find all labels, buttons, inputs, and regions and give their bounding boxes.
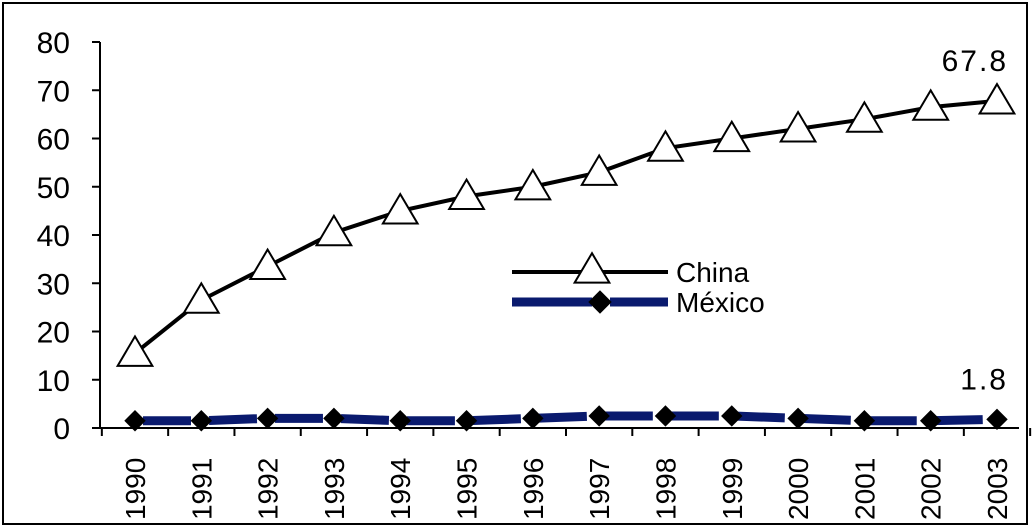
data-point-china: [248, 247, 287, 280]
y-tick-label: 20: [37, 317, 70, 350]
series-layer: [115, 82, 1017, 432]
x-tick-label: 1990: [120, 458, 151, 520]
data-point-china: [115, 334, 155, 367]
x-tick-label: 1991: [186, 458, 217, 520]
data-point-china: [314, 213, 354, 247]
x-tick-label: 2003: [982, 458, 1013, 520]
x-tick-label: 1994: [385, 458, 416, 520]
data-point-china: [911, 88, 950, 121]
x-tick-label: 2001: [849, 458, 880, 520]
data-point-china: [977, 82, 1017, 115]
x-tick-label: 2002: [916, 458, 947, 520]
data-point-china: [845, 100, 884, 133]
data-point-m-xico: [522, 407, 544, 430]
series-line-m-xico: [135, 411, 998, 426]
data-point-m-xico: [256, 407, 279, 430]
data-point-m-xico: [853, 410, 876, 432]
y-tick-label: 60: [37, 124, 70, 157]
y-tick-label: 30: [37, 268, 70, 301]
x-tick-label: 1997: [584, 458, 615, 520]
x-tick-label: 1993: [319, 458, 350, 520]
data-point-china: [712, 119, 751, 153]
data-point-china: [778, 110, 818, 143]
series-m-xico: [124, 405, 1008, 432]
data-point-china: [182, 281, 221, 314]
data-point-m-xico: [721, 405, 743, 427]
legend-marker: [588, 290, 612, 314]
x-tick-label: 1992: [253, 458, 284, 520]
legend-item-china: China: [512, 251, 750, 288]
legend-label: China: [676, 257, 750, 288]
y-tick-label: 10: [37, 365, 70, 398]
data-point-m-xico: [919, 410, 942, 432]
annotations: 67.8 1.8: [942, 45, 1008, 396]
y-tick-label: 70: [37, 75, 70, 108]
x-tick-label: 1998: [650, 458, 681, 520]
data-point-m-xico: [190, 410, 213, 432]
series-line-china: [133, 98, 998, 355]
y-tick-label: 50: [37, 172, 70, 205]
x-tick-label: 1995: [452, 458, 483, 520]
data-point-china: [646, 129, 685, 162]
data-point-m-xico: [787, 407, 809, 430]
data-point-china: [580, 153, 619, 186]
data-label-m-xico: 1.8: [960, 363, 1008, 396]
data-point-m-xico: [455, 410, 478, 432]
legend-marker: [572, 251, 612, 284]
data-point-m-xico: [124, 410, 146, 432]
x-tick-label: 1996: [518, 458, 549, 520]
series-china: [115, 82, 1017, 367]
y-tick-label: 40: [37, 220, 70, 253]
data-point-m-xico: [654, 405, 677, 427]
data-point-m-xico: [323, 407, 345, 430]
y-tick-label: 0: [53, 413, 70, 446]
legend-item-m-xico: México: [512, 287, 765, 318]
data-point-m-xico: [588, 405, 610, 427]
x-tick-label: 2000: [783, 458, 814, 520]
legend-label: México: [676, 287, 765, 318]
data-point-m-xico: [986, 408, 1008, 431]
data-point-china: [447, 177, 486, 210]
y-tick-label: 80: [37, 27, 70, 60]
x-tick-label: 1999: [717, 458, 748, 520]
data-point-china: [513, 167, 552, 201]
axes: 0 10 20 30 40 50 60 70 80 1990 1991 1992 1993 1994 199…: [37, 27, 1032, 520]
data-point-china: [381, 192, 420, 225]
data-label-china: 67.8: [942, 45, 1008, 78]
data-point-m-xico: [389, 410, 411, 432]
